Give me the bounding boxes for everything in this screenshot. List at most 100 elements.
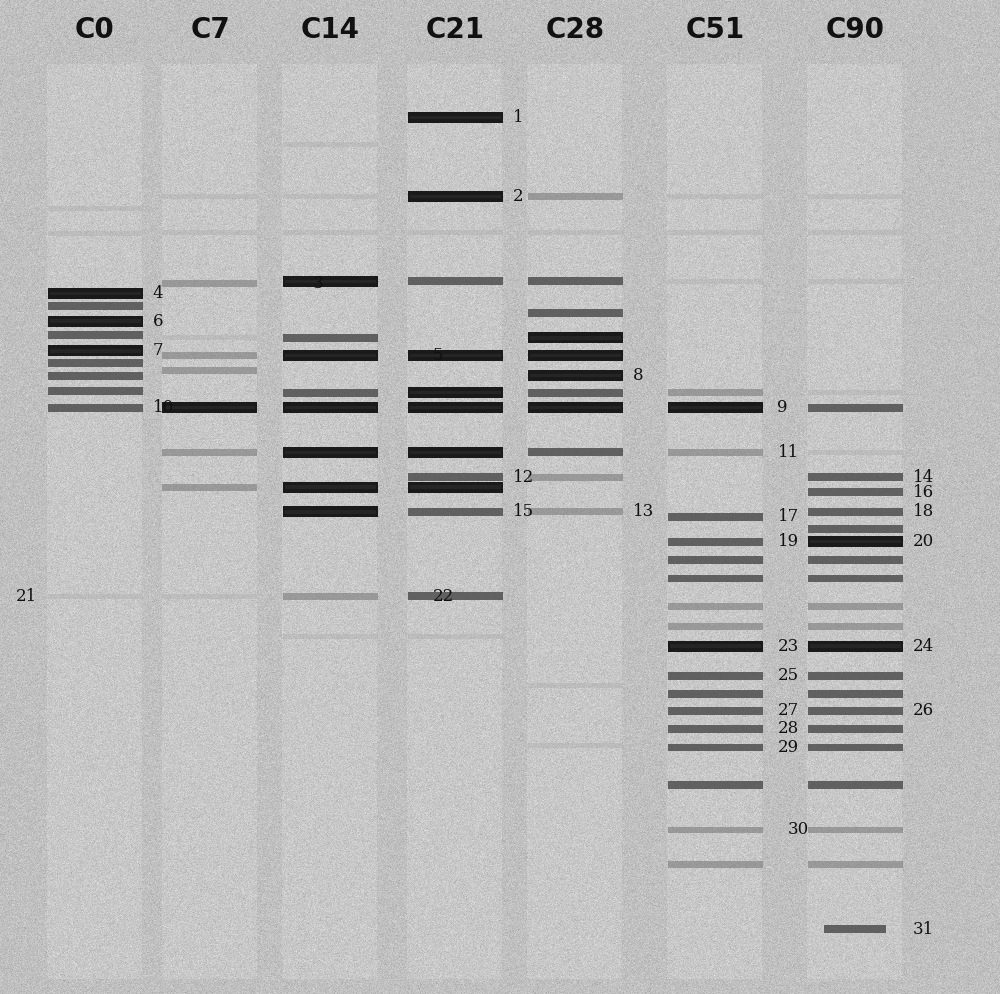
Bar — [50, 349, 140, 353]
Bar — [528, 744, 622, 748]
Text: 1: 1 — [513, 108, 523, 126]
Bar — [668, 641, 763, 652]
Bar — [50, 362, 140, 364]
Text: 22: 22 — [432, 587, 454, 605]
Bar — [50, 375, 140, 377]
Bar — [528, 402, 622, 413]
Text: 16: 16 — [912, 483, 934, 501]
Bar — [48, 331, 143, 339]
Bar — [668, 230, 763, 235]
Bar — [48, 316, 143, 326]
Bar — [668, 725, 763, 733]
Bar — [528, 332, 622, 343]
Bar — [410, 485, 501, 489]
Bar — [670, 746, 761, 748]
Bar — [808, 488, 902, 496]
Bar — [162, 353, 257, 359]
Bar — [528, 473, 622, 480]
Bar — [670, 578, 761, 580]
Bar — [410, 354, 501, 358]
Bar — [810, 540, 900, 544]
Bar — [810, 784, 900, 786]
Bar — [48, 359, 143, 367]
Bar — [808, 230, 902, 235]
Bar — [668, 575, 763, 582]
Bar — [670, 559, 761, 561]
Bar — [668, 194, 763, 199]
Bar — [50, 305, 140, 307]
Bar — [808, 781, 902, 789]
Bar — [408, 592, 503, 600]
Bar — [528, 509, 622, 515]
Bar — [48, 287, 143, 298]
Bar — [810, 491, 900, 493]
Bar — [50, 319, 140, 323]
Bar — [670, 541, 761, 543]
Text: 27: 27 — [778, 702, 799, 720]
Text: 5: 5 — [432, 347, 443, 365]
Bar — [810, 528, 900, 530]
Bar — [410, 406, 501, 410]
Bar — [162, 594, 257, 598]
Bar — [808, 826, 902, 833]
Bar — [162, 230, 257, 235]
Text: C28: C28 — [545, 16, 605, 44]
Bar — [528, 448, 622, 456]
Bar — [808, 404, 902, 412]
Bar — [810, 746, 900, 748]
Text: 30: 30 — [788, 821, 809, 839]
Bar — [808, 278, 902, 284]
Bar — [810, 476, 900, 478]
Bar — [162, 402, 257, 413]
Bar — [528, 350, 622, 361]
Bar — [808, 575, 902, 582]
Text: 12: 12 — [513, 468, 534, 486]
Bar — [162, 194, 257, 199]
Bar — [48, 387, 143, 395]
Bar — [530, 406, 620, 410]
Bar — [810, 511, 900, 513]
Bar — [162, 448, 257, 455]
Bar — [670, 644, 761, 648]
Text: 3: 3 — [312, 274, 323, 292]
Bar — [283, 402, 378, 413]
Bar — [528, 309, 622, 317]
Text: 10: 10 — [153, 399, 174, 416]
Bar — [162, 279, 257, 286]
Text: C90: C90 — [826, 16, 885, 44]
Bar — [408, 634, 503, 639]
Bar — [808, 508, 902, 516]
Bar — [808, 622, 902, 630]
Bar — [824, 925, 886, 933]
Text: 31: 31 — [912, 920, 934, 938]
Bar — [408, 111, 503, 122]
Bar — [668, 448, 763, 455]
Bar — [668, 538, 763, 546]
Bar — [530, 280, 620, 282]
Bar — [283, 592, 378, 600]
Bar — [528, 193, 622, 200]
Bar — [668, 707, 763, 715]
Bar — [670, 784, 761, 786]
Bar — [410, 450, 501, 454]
Bar — [670, 675, 761, 677]
Bar — [408, 473, 503, 481]
Bar — [810, 693, 900, 695]
Bar — [410, 511, 501, 513]
Bar — [283, 389, 378, 397]
Bar — [528, 277, 622, 285]
Bar — [408, 508, 503, 516]
Text: C0: C0 — [75, 16, 115, 44]
Bar — [530, 451, 620, 453]
Bar — [810, 728, 900, 730]
Bar — [50, 334, 140, 336]
Bar — [162, 336, 257, 340]
Bar — [528, 230, 622, 235]
Bar — [408, 402, 503, 413]
Bar — [408, 277, 503, 285]
Bar — [808, 690, 902, 698]
Bar — [283, 334, 378, 342]
Bar — [283, 141, 378, 146]
Bar — [48, 372, 143, 380]
Bar — [408, 230, 503, 235]
